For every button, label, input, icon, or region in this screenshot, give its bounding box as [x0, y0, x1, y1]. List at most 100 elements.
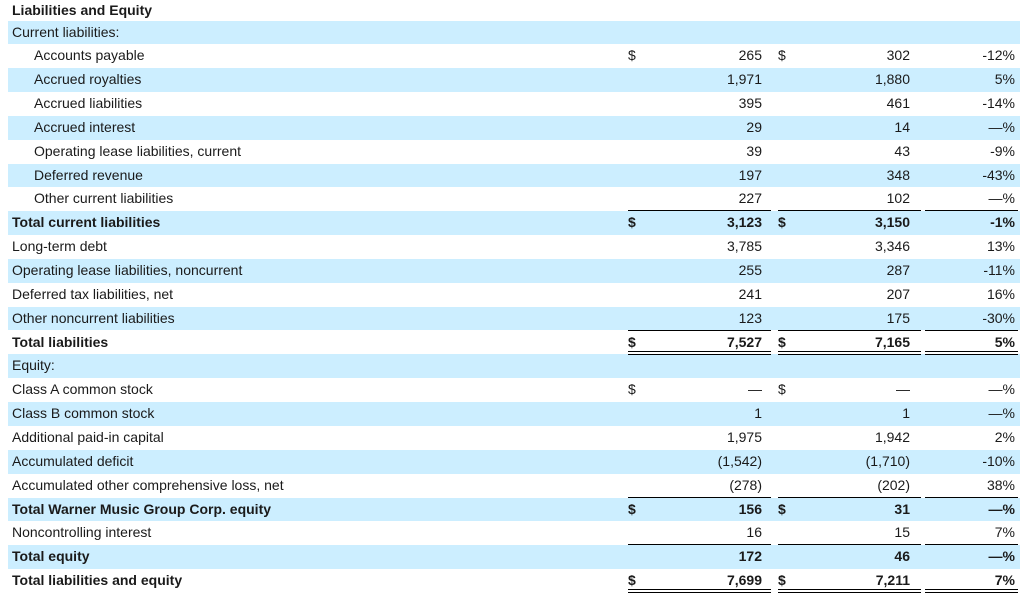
- currency-symbol-current: $: [628, 500, 636, 517]
- table-row: Class A common stock $ — $ — —%: [0, 378, 1024, 402]
- value-current: 7,699: [726, 572, 762, 589]
- row-label: Class A common stock: [12, 381, 153, 398]
- double-underline: [628, 351, 771, 356]
- row-shading: [8, 20, 1020, 45]
- value-prior: 14: [894, 118, 910, 135]
- row-label: Operating lease liabilities, current: [34, 142, 241, 159]
- row-label: Accrued liabilities: [34, 95, 143, 112]
- value-prior: 3,346: [874, 238, 910, 255]
- single-underline: [628, 544, 771, 546]
- currency-symbol-prior: $: [778, 333, 786, 350]
- percent-change: -43%: [982, 166, 1015, 183]
- value-prior: 207: [886, 285, 910, 302]
- percent-change: -10%: [982, 452, 1015, 469]
- single-underline: [778, 210, 921, 212]
- table-row: Current liabilities:: [0, 20, 1024, 45]
- table-row: Class B common stock 1 1 —%: [0, 402, 1024, 426]
- table-row: Accrued interest 29 14 —%: [0, 115, 1024, 140]
- value-current: 3,123: [726, 214, 762, 231]
- value-current: 172: [738, 548, 762, 565]
- percent-change: —%: [988, 118, 1015, 135]
- row-label: Other noncurrent liabilities: [12, 309, 175, 326]
- row-shading: [8, 545, 1020, 569]
- single-underline: [778, 496, 921, 498]
- value-prior: 102: [886, 190, 910, 207]
- value-current: 29: [746, 118, 762, 135]
- currency-symbol-current: $: [628, 572, 636, 589]
- table-row: Deferred revenue 197 348 -43%: [0, 163, 1024, 188]
- row-shading: [8, 211, 1020, 236]
- row-shading: [8, 306, 1020, 331]
- percent-change: 16%: [986, 285, 1015, 302]
- percent-change: -30%: [982, 309, 1015, 326]
- single-underline: [925, 496, 1018, 498]
- table-row: Accrued royalties 1,971 1,880 5%: [0, 68, 1024, 92]
- percent-change: -12%: [982, 47, 1015, 64]
- table-row: Other noncurrent liabilities 123 175 -30%: [0, 306, 1024, 331]
- row-shading: [8, 402, 1020, 426]
- currency-symbol-prior: $: [778, 500, 786, 517]
- value-prior: 348: [886, 166, 910, 183]
- single-underline: [778, 329, 921, 331]
- value-current: 39: [746, 142, 762, 159]
- value-current: 7,527: [726, 333, 762, 350]
- single-underline: [778, 544, 921, 546]
- single-underline: [628, 210, 771, 212]
- value-prior: 287: [886, 262, 910, 278]
- value-current: (1,542): [717, 452, 762, 469]
- currency-symbol-current: $: [628, 333, 636, 350]
- percent-change: —%: [988, 500, 1015, 517]
- row-label: Deferred tax liabilities, net: [12, 285, 174, 302]
- value-prior: —: [896, 381, 910, 398]
- value-current: 197: [738, 166, 762, 183]
- row-label: Class B common stock: [12, 405, 155, 422]
- value-current: 1,971: [726, 71, 762, 88]
- row-label: Accumulated deficit: [12, 452, 134, 469]
- percent-change: —%: [988, 548, 1015, 565]
- value-prior: 461: [886, 95, 910, 112]
- value-prior: 3,150: [874, 214, 910, 231]
- value-prior: 7,165: [874, 333, 910, 350]
- double-underline: [778, 588, 921, 593]
- value-current: 123: [738, 309, 762, 326]
- row-label: Accrued interest: [34, 118, 136, 135]
- value-prior: 302: [886, 47, 910, 64]
- percent-change: —%: [988, 190, 1015, 207]
- single-underline: [925, 544, 1018, 546]
- row-label: Accrued royalties: [34, 71, 142, 88]
- value-prior: 31: [894, 500, 910, 517]
- row-label: Long-term debt: [12, 238, 107, 255]
- percent-change: -14%: [982, 95, 1015, 112]
- percent-change: -11%: [983, 262, 1015, 278]
- value-current: 156: [738, 500, 762, 517]
- value-prior: 46: [894, 548, 910, 565]
- row-shading: [8, 497, 1020, 522]
- currency-symbol-prior: $: [778, 214, 786, 231]
- value-current: 1,975: [726, 428, 762, 445]
- currency-symbol-prior: $: [778, 47, 786, 64]
- single-underline: [925, 210, 1018, 212]
- row-shading: [8, 68, 1020, 92]
- row-shading: [8, 259, 1020, 283]
- value-current: 227: [738, 190, 762, 207]
- value-current: 3,785: [726, 238, 762, 255]
- double-underline: [778, 351, 921, 356]
- row-label: Accumulated other comprehensive loss, ne…: [12, 476, 284, 493]
- percent-change: 5%: [994, 333, 1015, 350]
- currency-symbol-current: $: [628, 47, 636, 64]
- percent-change: 7%: [994, 524, 1015, 541]
- row-label: Total current liabilities: [12, 214, 161, 231]
- currency-symbol-prior: $: [778, 381, 786, 398]
- row-label: Additional paid-in capital: [12, 428, 164, 445]
- percent-change: 7%: [994, 572, 1015, 589]
- table-row: Accounts payable $265 $302 -12%: [0, 44, 1024, 68]
- table-row: Other current liabilities 227 102 —%: [0, 187, 1024, 211]
- double-underline: [628, 588, 771, 593]
- row-shading: [8, 163, 1020, 188]
- single-underline: [628, 496, 771, 498]
- value-current: —: [748, 381, 762, 398]
- table-row: Deferred tax liabilities, net 241 207 16%: [0, 283, 1024, 307]
- row-label: Operating lease liabilities, noncurrent: [12, 262, 243, 278]
- table-row: Accumulated other comprehensive loss, ne…: [0, 474, 1024, 498]
